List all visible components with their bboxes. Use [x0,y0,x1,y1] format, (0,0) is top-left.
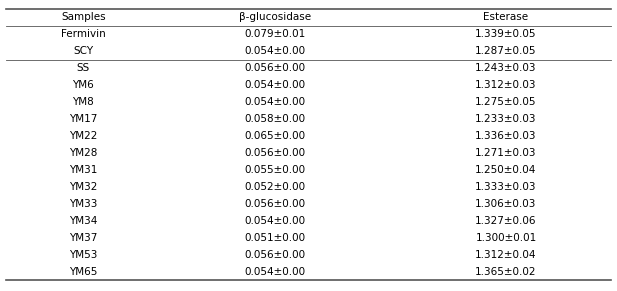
Text: 0.079±0.01: 0.079±0.01 [244,29,305,39]
Text: YM33: YM33 [69,199,97,209]
Text: 1.306±0.03: 1.306±0.03 [475,199,537,209]
Text: YM34: YM34 [69,216,97,226]
Text: 1.365±0.02: 1.365±0.02 [475,267,537,277]
Text: YM53: YM53 [69,250,97,260]
Text: 1.327±0.06: 1.327±0.06 [475,216,537,226]
Text: YM28: YM28 [69,148,97,158]
Text: Esterase: Esterase [483,12,529,22]
Text: 1.333±0.03: 1.333±0.03 [475,182,537,192]
Text: YM8: YM8 [72,97,94,107]
Text: YM37: YM37 [69,233,97,243]
Text: YM17: YM17 [69,114,97,124]
Text: 0.054±0.00: 0.054±0.00 [244,216,305,226]
Text: 1.312±0.04: 1.312±0.04 [475,250,537,260]
Text: 1.271±0.03: 1.271±0.03 [475,148,537,158]
Text: 1.233±0.03: 1.233±0.03 [475,114,537,124]
Text: Fermivin: Fermivin [61,29,106,39]
Text: 1.312±0.03: 1.312±0.03 [475,80,537,90]
Text: 0.051±0.00: 0.051±0.00 [244,233,305,243]
Text: 0.056±0.00: 0.056±0.00 [244,250,305,260]
Text: 1.336±0.03: 1.336±0.03 [475,131,537,141]
Text: SS: SS [77,63,90,73]
Text: YM22: YM22 [69,131,97,141]
Text: 0.056±0.00: 0.056±0.00 [244,199,305,209]
Text: 1.287±0.05: 1.287±0.05 [475,46,537,56]
Text: 0.058±0.00: 0.058±0.00 [244,114,305,124]
Text: YM6: YM6 [72,80,94,90]
Text: 0.055±0.00: 0.055±0.00 [244,165,305,175]
Text: YM31: YM31 [69,165,97,175]
Text: 1.250±0.04: 1.250±0.04 [475,165,537,175]
Text: 0.056±0.00: 0.056±0.00 [244,148,305,158]
Text: SCY: SCY [73,46,93,56]
Text: 0.052±0.00: 0.052±0.00 [244,182,305,192]
Text: 0.054±0.00: 0.054±0.00 [244,267,305,277]
Text: 1.275±0.05: 1.275±0.05 [475,97,537,107]
Text: 0.054±0.00: 0.054±0.00 [244,97,305,107]
Text: 0.054±0.00: 0.054±0.00 [244,46,305,56]
Text: 1.300±0.01: 1.300±0.01 [475,233,537,243]
Text: 0.054±0.00: 0.054±0.00 [244,80,305,90]
Text: 1.243±0.03: 1.243±0.03 [475,63,537,73]
Text: Samples: Samples [61,12,106,22]
Text: 0.056±0.00: 0.056±0.00 [244,63,305,73]
Text: β-glucosidase: β-glucosidase [239,12,310,22]
Text: YM32: YM32 [69,182,97,192]
Text: YM65: YM65 [69,267,97,277]
Text: 1.339±0.05: 1.339±0.05 [475,29,537,39]
Text: 0.065±0.00: 0.065±0.00 [244,131,305,141]
